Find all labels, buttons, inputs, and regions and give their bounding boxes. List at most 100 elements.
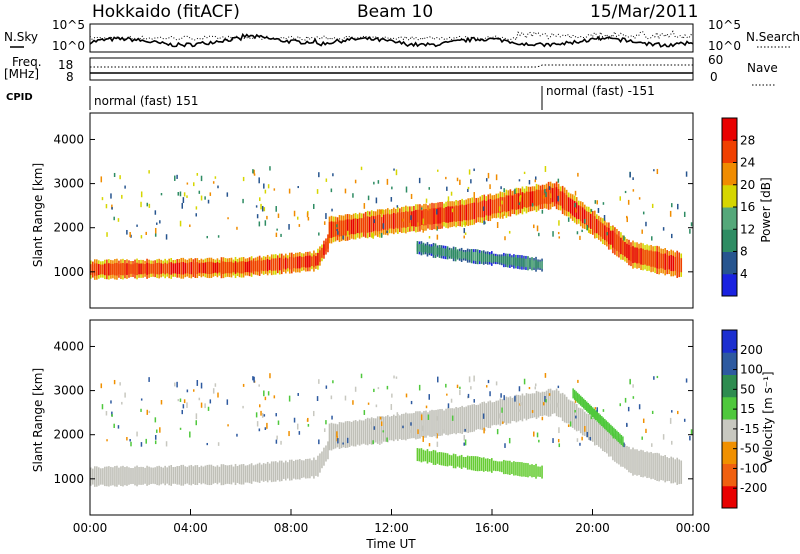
power-cell-core xyxy=(240,261,243,274)
freq-tick-bottom: 8 xyxy=(66,70,74,84)
colorbar-swatch xyxy=(722,330,737,353)
power-scatter-dot xyxy=(156,222,158,225)
velocity-scatter-dot xyxy=(470,386,472,390)
velocity-cell xyxy=(636,449,638,476)
velocity-cell xyxy=(620,439,622,467)
power-cell-core xyxy=(246,261,249,273)
power-scatter-dot xyxy=(514,188,516,195)
velocity-scatter-dot xyxy=(581,436,583,441)
power-cell-core xyxy=(527,258,529,268)
colorbar-tick-label: 16 xyxy=(740,200,755,214)
velocity-iono-cell xyxy=(605,420,608,431)
power-cell-core xyxy=(268,259,271,270)
velocity-scatter-dot xyxy=(379,440,381,445)
velocity-scatter-dot xyxy=(261,412,264,418)
power-cell-core xyxy=(104,263,106,276)
power-cell-core xyxy=(535,189,538,207)
velocity-cell xyxy=(660,455,662,481)
power-scatter-dot xyxy=(200,175,203,182)
velocity-cell xyxy=(505,396,508,425)
power-scatter-dot xyxy=(558,236,561,239)
velocity-cell xyxy=(523,395,526,419)
velocity-iono-cell xyxy=(587,402,589,413)
power-scatter-dot xyxy=(597,208,600,213)
colorbar-tick-label: 200 xyxy=(740,343,763,357)
velocity-scatter-dot xyxy=(550,400,552,404)
velocity-cell xyxy=(358,419,361,446)
velocity-cell xyxy=(216,465,219,485)
velocity-scatter-dot xyxy=(160,400,163,405)
velocity-cell xyxy=(424,450,427,462)
velocity-cell xyxy=(454,454,457,469)
power-scatter-dot xyxy=(677,203,679,210)
velocity-cell xyxy=(573,402,576,430)
velocity-cell xyxy=(200,465,203,485)
velocity-cell xyxy=(425,410,427,438)
power-cell-core xyxy=(575,202,578,219)
power-cell-core xyxy=(433,208,435,225)
power-cell-core xyxy=(468,251,471,260)
power-scatter-dot xyxy=(204,196,206,200)
velocity-cell xyxy=(172,467,175,484)
velocity-scatter-dot xyxy=(264,396,267,401)
velocity-scatter-dot xyxy=(541,416,544,421)
power-cell-core xyxy=(100,264,102,275)
velocity-cell xyxy=(571,401,574,428)
power-scatter-dot xyxy=(354,179,357,184)
power-scatter-dot xyxy=(417,222,419,226)
power-scatter-dot xyxy=(428,187,430,190)
power-scatter-dot xyxy=(212,181,215,184)
power-scatter-dot xyxy=(101,197,104,201)
power-cell-core xyxy=(650,250,652,267)
velocity-cell xyxy=(670,456,672,484)
power-cell-core xyxy=(138,263,140,275)
power-scatter-dot xyxy=(386,230,388,234)
power-cell-core xyxy=(646,249,648,266)
power-scatter-dot xyxy=(518,202,521,205)
velocity-scatter-dot xyxy=(360,373,363,379)
velocity-scatter-dot xyxy=(267,391,270,396)
velocity-scatter-dot xyxy=(342,442,344,445)
velocity-scatter-dot xyxy=(379,416,382,420)
velocity-scatter-dot xyxy=(176,381,178,388)
velocity-cell xyxy=(192,466,195,484)
power-scatter-dot xyxy=(425,198,428,203)
velocity-scatter-dot xyxy=(148,377,150,382)
power-cell-core xyxy=(98,263,100,276)
power-cell-core xyxy=(409,211,411,227)
velocity-scatter-dot xyxy=(206,442,208,446)
power-scatter-dot xyxy=(447,196,450,202)
power-scatter-dot xyxy=(623,235,625,241)
velocity-cell xyxy=(301,460,303,479)
freq-unit-label: [MHz] xyxy=(4,67,39,81)
velocity-cell xyxy=(569,400,572,426)
velocity-cell xyxy=(372,418,375,444)
velocity-scatter-dot xyxy=(217,392,219,398)
colorbar-tick-label: 28 xyxy=(740,133,755,147)
power-scatter-dot xyxy=(596,200,599,205)
velocity-iono-cell xyxy=(590,405,592,416)
power-scatter-dot xyxy=(503,188,505,193)
velocity-cell xyxy=(166,467,168,484)
velocity-scatter-dot xyxy=(296,423,299,430)
velocity-cell xyxy=(104,466,106,487)
velocity-scatter-dot xyxy=(154,417,157,423)
power-cell-core xyxy=(323,244,325,256)
power-scatter-dot xyxy=(467,188,469,193)
power-cell-core xyxy=(547,187,550,205)
colorbar-tick-label: 4 xyxy=(740,267,748,281)
power-cell-core xyxy=(672,255,674,272)
power-scatter-dot xyxy=(569,214,572,218)
power-cell-core xyxy=(384,214,387,230)
velocity-scatter-dot xyxy=(669,417,672,424)
colorbar-tick-label: 12 xyxy=(740,222,755,236)
velocity-scatter-dot xyxy=(501,407,503,413)
power-scatter-dot xyxy=(473,192,475,198)
power-cell-core xyxy=(457,205,459,221)
power-scatter-dot xyxy=(352,193,354,198)
velocity-cell xyxy=(652,453,654,479)
velocity-scatter-dot xyxy=(117,425,120,429)
power-cell-core xyxy=(475,202,478,218)
velocity-cell xyxy=(256,463,259,483)
